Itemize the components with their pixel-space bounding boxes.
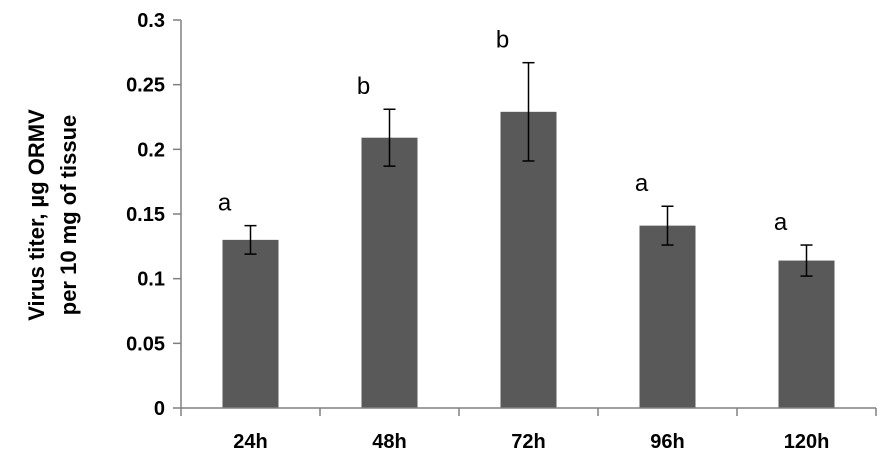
y-tick-label-4: 0.2 <box>137 139 165 161</box>
significance-label-24h: a <box>218 190 232 217</box>
y-axis-label-line-1: Virus titer, µg ORMV <box>24 109 49 321</box>
y-tick-label-6: 0.3 <box>137 10 165 32</box>
x-tick-label-96h: 96h <box>650 431 684 453</box>
y-tick-label-3: 0.15 <box>126 204 165 226</box>
error-bar-96h <box>661 205 674 246</box>
x-tick-label-24h: 24h <box>233 431 267 453</box>
x-tick-label-120h: 120h <box>784 431 830 453</box>
y-tick-label-2: 0.1 <box>137 269 165 291</box>
significance-label-48h: b <box>357 73 370 100</box>
x-tick-label-72h: 72h <box>511 431 545 453</box>
significance-label-120h: a <box>774 209 788 236</box>
significance-label-96h: a <box>635 170 649 197</box>
bar-96h <box>639 225 696 408</box>
y-axis-label: Virus titer, µg ORMV per 10 mg of tissue <box>24 109 81 321</box>
y-tick-label-0: 0 <box>154 398 165 420</box>
y-tick-label-1: 0.05 <box>126 333 165 355</box>
x-tick-label-48h: 48h <box>372 431 406 453</box>
y-axis-label-line-2: per 10 mg of tissue <box>56 115 81 316</box>
error-bar-24h <box>244 224 257 255</box>
bar-48h <box>361 137 418 408</box>
error-bar-120h <box>800 244 813 277</box>
error-bar-48h <box>383 108 396 167</box>
bar-24h <box>222 239 279 408</box>
error-bar-72h <box>522 61 535 162</box>
bar-120h <box>778 260 835 408</box>
y-tick-label-5: 0.25 <box>126 75 165 97</box>
significance-label-72h: b <box>496 27 509 54</box>
